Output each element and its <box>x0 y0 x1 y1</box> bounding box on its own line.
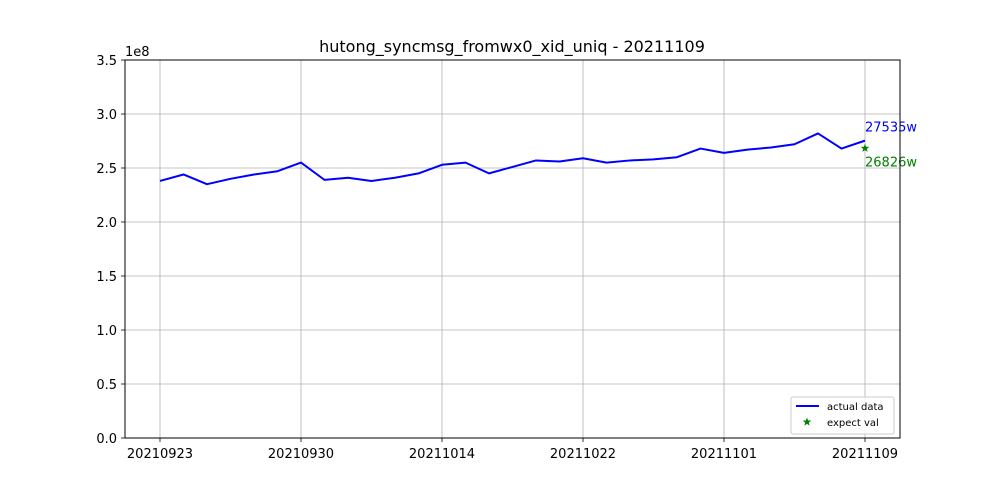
series-layer: 27535w 26826w <box>159 121 917 186</box>
chart-title: hutong_syncmsg_fromwx0_xid_uniq - 202111… <box>319 37 705 57</box>
annotation-actual-value: 27535w <box>865 121 917 136</box>
y-tick-label: 2.0 <box>96 216 117 231</box>
y-tick-label: 0.5 <box>96 378 117 393</box>
annotation-expect-value: 26826w <box>865 155 917 170</box>
legend-label-expect-val: expect val <box>827 418 879 429</box>
y-tick-label: 0.0 <box>96 432 117 447</box>
legend-label-actual-data: actual data <box>827 402 884 413</box>
y-scale-label: 1e8 <box>125 45 150 60</box>
y-tick-label: 3.0 <box>96 108 117 123</box>
x-tick-label: 20211014 <box>409 447 475 462</box>
legend-star-icon <box>802 417 812 426</box>
y-tick-label: 1.0 <box>96 324 117 339</box>
legend: actual data expect val <box>790 396 895 435</box>
axes: 0.0 0.5 1.0 1.5 2.0 2.5 3.0 3.5 20210923 20210930… <box>96 54 898 462</box>
series-line-actual-data <box>159 132 866 186</box>
x-tick-label: 20211022 <box>550 447 616 462</box>
expect-val-star-marker <box>860 143 870 152</box>
x-tick-label: 20210923 <box>127 447 193 462</box>
y-tick-label: 3.5 <box>96 54 117 69</box>
x-tick-label: 20211101 <box>691 447 757 462</box>
x-tick-label: 20210930 <box>268 447 334 462</box>
plot-frame <box>124 59 901 439</box>
y-tick-label: 1.5 <box>96 270 117 285</box>
y-tick-label: 2.5 <box>96 162 117 177</box>
x-tick-label: 20211109 <box>832 447 898 462</box>
